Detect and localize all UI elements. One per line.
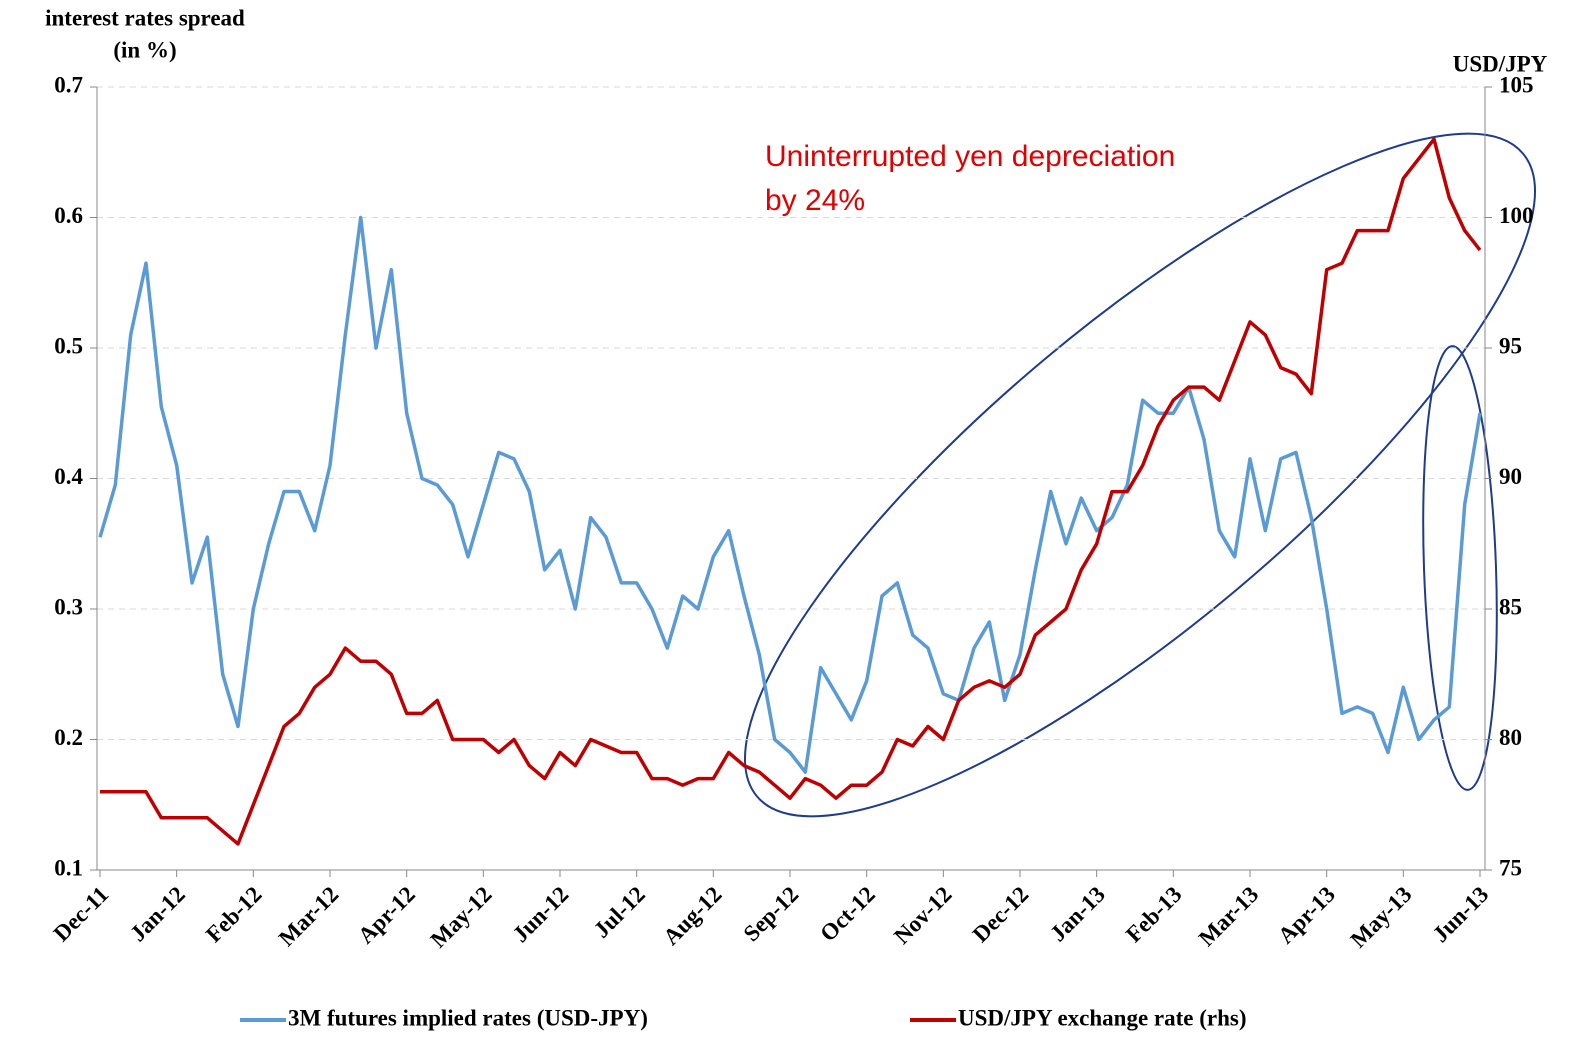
x-tick-label: Apr-12 [353, 882, 420, 949]
y-tick-label: 0.5 [54, 333, 83, 358]
x-tick-label: Dec-11 [49, 882, 114, 947]
series-line [98, 215, 1482, 774]
x-tick-label: Nov-12 [889, 882, 956, 949]
x-tick-label: Jan-13 [1045, 882, 1110, 947]
x-tick-label: Aug-12 [658, 882, 726, 950]
y-tick-label: 0.6 [54, 203, 83, 228]
x-tick-label: Jun-13 [1428, 882, 1494, 948]
x-tick-label: Apr-13 [1273, 882, 1340, 949]
x-tick-label: May-12 [426, 882, 497, 953]
y-tick-label: 0.1 [54, 855, 83, 880]
y2-tick-label: 85 [1499, 594, 1522, 619]
y2-tick-label: 95 [1499, 333, 1522, 358]
legend-label: USD/JPY exchange rate (rhs) [958, 1005, 1247, 1030]
y-axis-label: interest rates spread [45, 5, 245, 30]
x-tick-label: Feb-12 [201, 882, 267, 948]
annotation: Uninterrupted yen depreciation [765, 140, 1175, 173]
highlight-ellipse [744, 132, 1536, 818]
x-tick-label: Jan-12 [125, 882, 190, 947]
y2-tick-label: 90 [1499, 464, 1522, 489]
x-tick-label: Sep-12 [739, 882, 804, 947]
y2-tick-label: 105 [1499, 72, 1534, 97]
x-tick-label: Oct-12 [815, 882, 880, 947]
x-tick-label: Mar-12 [274, 882, 343, 951]
legend-label: 3M futures implied rates (USD-JPY) [288, 1005, 648, 1030]
highlight-ellipse [1422, 345, 1498, 791]
y2-axis-label: USD/JPY [1453, 51, 1548, 76]
y-tick-label: 0.3 [54, 594, 83, 619]
y-tick-label: 0.7 [54, 72, 83, 97]
y-axis-unit: (in %) [113, 37, 176, 62]
y-tick-label: 0.4 [54, 464, 83, 489]
y2-tick-label: 80 [1499, 725, 1522, 750]
y-tick-label: 0.2 [54, 725, 83, 750]
x-tick-label: Jul-12 [589, 882, 650, 943]
x-tick-label: Dec-12 [968, 882, 1034, 948]
annotation: by 24% [765, 184, 865, 217]
x-tick-label: Mar-13 [1194, 882, 1263, 951]
y2-tick-label: 75 [1499, 855, 1522, 880]
x-tick-label: Jun-12 [508, 882, 574, 948]
y2-tick-label: 100 [1499, 203, 1534, 228]
x-tick-label: Feb-13 [1121, 882, 1187, 948]
series-line [100, 137, 1482, 846]
x-tick-label: May-13 [1346, 882, 1417, 953]
